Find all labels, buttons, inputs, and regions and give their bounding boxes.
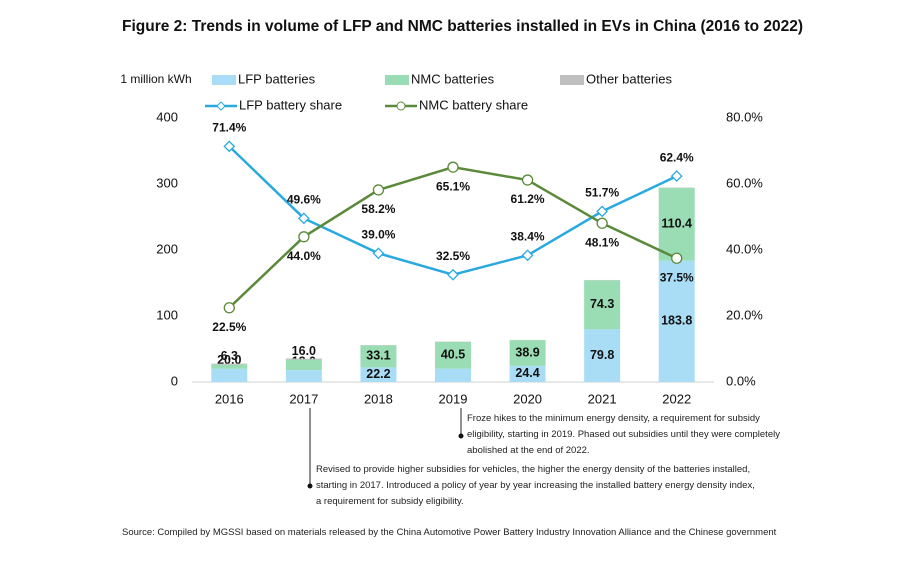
annotation-dot [307,483,313,489]
annotation-dot [458,433,464,439]
line-marker [372,247,385,260]
bar-segment [509,340,546,366]
x-tick-label: 2017 [289,391,318,406]
line-value-label: 38.4% [511,229,545,243]
bar-value-label: 74.3 [590,297,614,311]
line-value-label: 48.1% [585,235,619,249]
line-marker [447,161,459,173]
legend-label: LFP batteries [238,71,316,86]
bar-value-label: 16.0 [292,344,316,358]
bar-segment [211,363,248,365]
bar-value-label: 33.1 [366,349,390,363]
y2-tick-label: 60.0% [726,175,763,190]
line-marker [596,205,609,218]
legend-marker [216,101,226,111]
legend-swatch [385,75,409,85]
bar-segment [211,364,248,369]
annotation: Froze hikes to the minimum energy densit… [467,413,780,456]
y2-tick-label: 20.0% [726,307,763,322]
line-value-label: 65.1% [436,179,470,193]
legend-label: NMC battery share [419,97,528,112]
line-value-label: 71.4% [212,121,246,135]
line-marker [521,174,534,186]
bar-segment [285,359,322,371]
legend-swatch [560,75,584,85]
legend-swatch [212,75,236,85]
line-marker [671,252,683,264]
legend-marker [396,101,406,111]
legend-label: Other batteries [586,71,672,86]
bar-segment [211,368,248,382]
bar-segment [435,341,471,369]
y-tick-label: 100 [156,307,178,322]
line-marker [297,212,310,225]
bar-value-label: 183.8 [661,314,692,328]
line-value-label: 39.0% [361,227,395,241]
line-marker [670,170,683,182]
annotation: Revised to provide higher subsidies for … [316,464,755,507]
line-value-label: 62.4% [660,150,694,164]
x-tick-label: 2020 [513,391,542,406]
bar-value-label: 110.4 [661,217,692,231]
bar-value-label: 24.4 [515,366,539,380]
y2-tick-label: 40.0% [726,241,763,256]
chart-title: Figure 2: Trends in volume of LFP and NM… [122,18,804,35]
line-value-label: 51.7% [585,186,619,200]
line-marker [298,231,310,243]
bar-segment [285,370,322,382]
line-marker [223,302,235,314]
bar-segment [658,187,695,261]
y-axis-label: 1 million kWh [120,72,192,86]
x-tick-label: 2016 [215,391,244,406]
legend-label: LFP battery share [239,97,342,112]
x-tick-label: 2021 [588,391,617,406]
bar-segment [658,260,695,382]
line-marker [447,268,459,281]
y2-tick-label: 80.0% [726,109,763,124]
y-tick-label: 300 [156,175,178,190]
line-value-label: 58.2% [361,202,395,216]
bar-segment [435,368,471,382]
x-tick-label: 2022 [662,391,691,406]
line-value-label: 49.6% [287,192,321,206]
x-tick-label: 2018 [364,391,393,406]
source-note: Source: Compiled by MGSSI based on mater… [122,527,777,538]
line-marker [596,217,608,229]
bar-value-label: 6.3 [221,349,238,363]
x-tick-label: 2019 [439,391,468,406]
line-value-label: 44.0% [287,249,321,263]
bar-segment [509,365,546,382]
line-marker [372,184,385,196]
bar-segment [360,367,397,382]
legend-label: NMC batteries [411,71,495,86]
y-tick-label: 0 [171,373,178,388]
bar-segment [285,358,322,360]
bar-segment [584,280,621,330]
bar-segment [360,345,397,368]
bar-value-label: 79.8 [590,348,614,362]
line-marker [223,140,236,153]
line-value-label: 22.5% [212,320,246,334]
bar-value-label: 22.2 [366,367,390,381]
bar-segment [584,329,621,382]
line-value-label: 32.5% [436,249,470,263]
y-tick-label: 200 [156,241,178,256]
line-value-label: 37.5% [660,270,694,284]
bar-value-label: 20.0 [217,353,241,367]
bar-value-label: 38.9 [515,345,539,359]
y-tick-label: 400 [156,109,178,124]
line-value-label: 61.2% [511,192,545,206]
bar-value-label: 40.5 [441,348,465,362]
y2-tick-label: 0.0% [726,373,756,388]
line-marker [521,249,534,262]
